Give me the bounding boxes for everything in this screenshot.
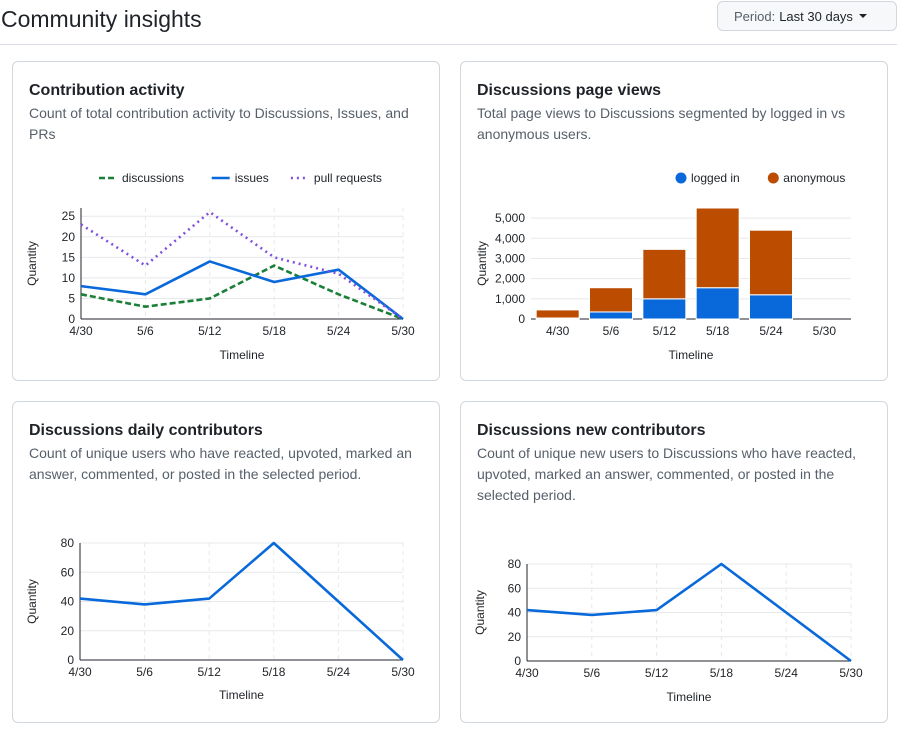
x-tick-label: 5/12 <box>645 666 669 680</box>
bar-anonymous <box>589 287 633 313</box>
y-tick-label: 20 <box>62 230 76 244</box>
x-tick-label: 5/30 <box>813 324 837 338</box>
x-tick-label: 5/12 <box>198 324 222 338</box>
x-tick-label: 5/24 <box>327 665 351 679</box>
card-description: Count of unique new users to Discussions… <box>477 445 856 503</box>
legend-label: issues <box>235 171 269 185</box>
x-tick-label: 5/24 <box>759 324 783 338</box>
bar-anonymous <box>695 207 740 289</box>
new-contributors-chart: 0 20 40 60 80 4/30 5/6 5/12 5/18 5/24 5/30 Timeline… <box>473 557 863 704</box>
x-axis-label: Timeline <box>219 688 264 702</box>
y-tick-label: 5 <box>68 291 75 305</box>
legend-label: anonymous <box>783 171 845 185</box>
x-tick-label: 5/6 <box>603 324 620 338</box>
legend-swatch <box>767 172 779 184</box>
x-tick-label: 5/12 <box>198 665 222 679</box>
x-tick-label: 5/24 <box>327 324 351 338</box>
y-axis-label: Quantity <box>25 579 39 624</box>
page-views-chart: 0 1,000 2,000 3,000 4,000 5,000 4/30 5/6 5/12 5/1… <box>475 171 851 362</box>
y-tick-label: 5,000 <box>495 211 525 225</box>
y-tick-label: 0 <box>68 312 75 326</box>
y-tick-label: 60 <box>508 581 522 595</box>
x-tick-label: 5/30 <box>391 665 415 679</box>
y-tick-label: 40 <box>508 606 522 620</box>
x-tick-label: 5/30 <box>391 324 415 338</box>
bar-logged-in <box>642 298 687 320</box>
contribution-activity-card: Contribution activity Count of total con… <box>12 61 440 381</box>
series-line-discussions <box>80 264 404 321</box>
x-tick-label: 5/12 <box>653 324 677 338</box>
card-title: Contribution activity <box>29 82 185 99</box>
legend-label: logged in <box>691 171 740 185</box>
card-description: Count of unique users who have reacted, … <box>29 445 412 482</box>
legend-label: discussions <box>122 171 184 185</box>
y-tick-label: 25 <box>62 209 76 223</box>
y-tick-label: 1,000 <box>495 292 525 306</box>
x-tick-label: 4/30 <box>69 324 93 338</box>
bar-anonymous <box>642 248 687 300</box>
period-label: Period: <box>734 8 776 24</box>
x-tick-label: 5/18 <box>262 665 286 679</box>
x-tick-label: 5/6 <box>583 666 600 680</box>
page-title: Community insights <box>1 6 202 32</box>
legend-label: pull requests <box>314 171 382 185</box>
card-title: Discussions page views <box>477 82 662 99</box>
y-tick-label: 2,000 <box>495 272 525 286</box>
y-tick-label: 60 <box>61 565 75 579</box>
bar-logged-in <box>695 287 740 320</box>
y-tick-label: 15 <box>62 250 76 264</box>
card-description: Count of total contribution activity to … <box>29 105 409 142</box>
x-tick-label: 5/18 <box>706 324 730 338</box>
x-tick-label: 4/30 <box>546 324 570 338</box>
series-line-pull-requests <box>80 210 404 321</box>
period-select-button[interactable]: Period: Last 30 days <box>717 1 897 31</box>
x-axis-label: Timeline <box>669 348 714 362</box>
bar-logged-in <box>749 294 793 320</box>
card-description: Total page views to Discussions segmente… <box>477 105 846 142</box>
bar-anonymous <box>749 229 793 296</box>
y-tick-label: 3,000 <box>495 251 525 265</box>
y-tick-label: 80 <box>508 557 522 571</box>
x-axis-label: Timeline <box>667 690 712 704</box>
x-axis-label: Timeline <box>220 348 265 362</box>
x-tick-label: 4/30 <box>515 666 539 680</box>
page-views-card: Discussions page views Total page views … <box>460 61 888 381</box>
card-title: Discussions new contributors <box>477 422 706 439</box>
x-tick-label: 4/30 <box>68 665 92 679</box>
y-tick-label: 20 <box>508 630 522 644</box>
daily-contributors-chart: 0 20 40 60 80 4/30 5/6 5/12 5/18 5/24 5/30 Timeline… <box>25 536 415 702</box>
legend-swatch <box>675 172 687 184</box>
y-tick-label: 0 <box>518 312 525 326</box>
x-tick-label: 5/6 <box>137 324 154 338</box>
x-tick-label: 5/30 <box>839 666 863 680</box>
y-axis-label: Quantity <box>25 241 39 286</box>
y-tick-label: 20 <box>61 624 75 638</box>
series-line-issues <box>80 260 404 321</box>
daily-contributors-card: Discussions daily contributors Count of … <box>12 401 440 723</box>
caret-down-icon <box>858 14 867 18</box>
y-tick-label: 80 <box>61 536 75 550</box>
contribution-activity-chart: 0 5 10 15 20 25 4/30 5/6 5/12 5/18 5/24 5/30 discuss… <box>25 171 415 362</box>
series-line-0 <box>79 541 404 661</box>
header-divider <box>0 44 897 45</box>
new-contributors-card: Discussions new contributors Count of un… <box>460 401 888 723</box>
card-title: Discussions daily contributors <box>29 422 263 439</box>
y-tick-label: 40 <box>61 595 75 609</box>
bar-logged-in <box>589 311 633 320</box>
x-tick-label: 5/18 <box>263 324 287 338</box>
period-value: Last 30 days <box>779 8 853 24</box>
x-tick-label: 5/6 <box>136 665 153 679</box>
y-tick-label: 0 <box>514 654 521 668</box>
y-tick-label: 4,000 <box>495 231 525 245</box>
y-axis-label: Quantity <box>473 590 487 635</box>
y-tick-label: 10 <box>62 271 76 285</box>
x-tick-label: 5/18 <box>710 666 734 680</box>
series-line-0 <box>526 562 852 663</box>
x-tick-label: 5/24 <box>775 666 799 680</box>
y-tick-label: 0 <box>67 653 74 667</box>
y-axis-label: Quantity <box>475 241 489 286</box>
bar-anonymous <box>535 309 580 319</box>
